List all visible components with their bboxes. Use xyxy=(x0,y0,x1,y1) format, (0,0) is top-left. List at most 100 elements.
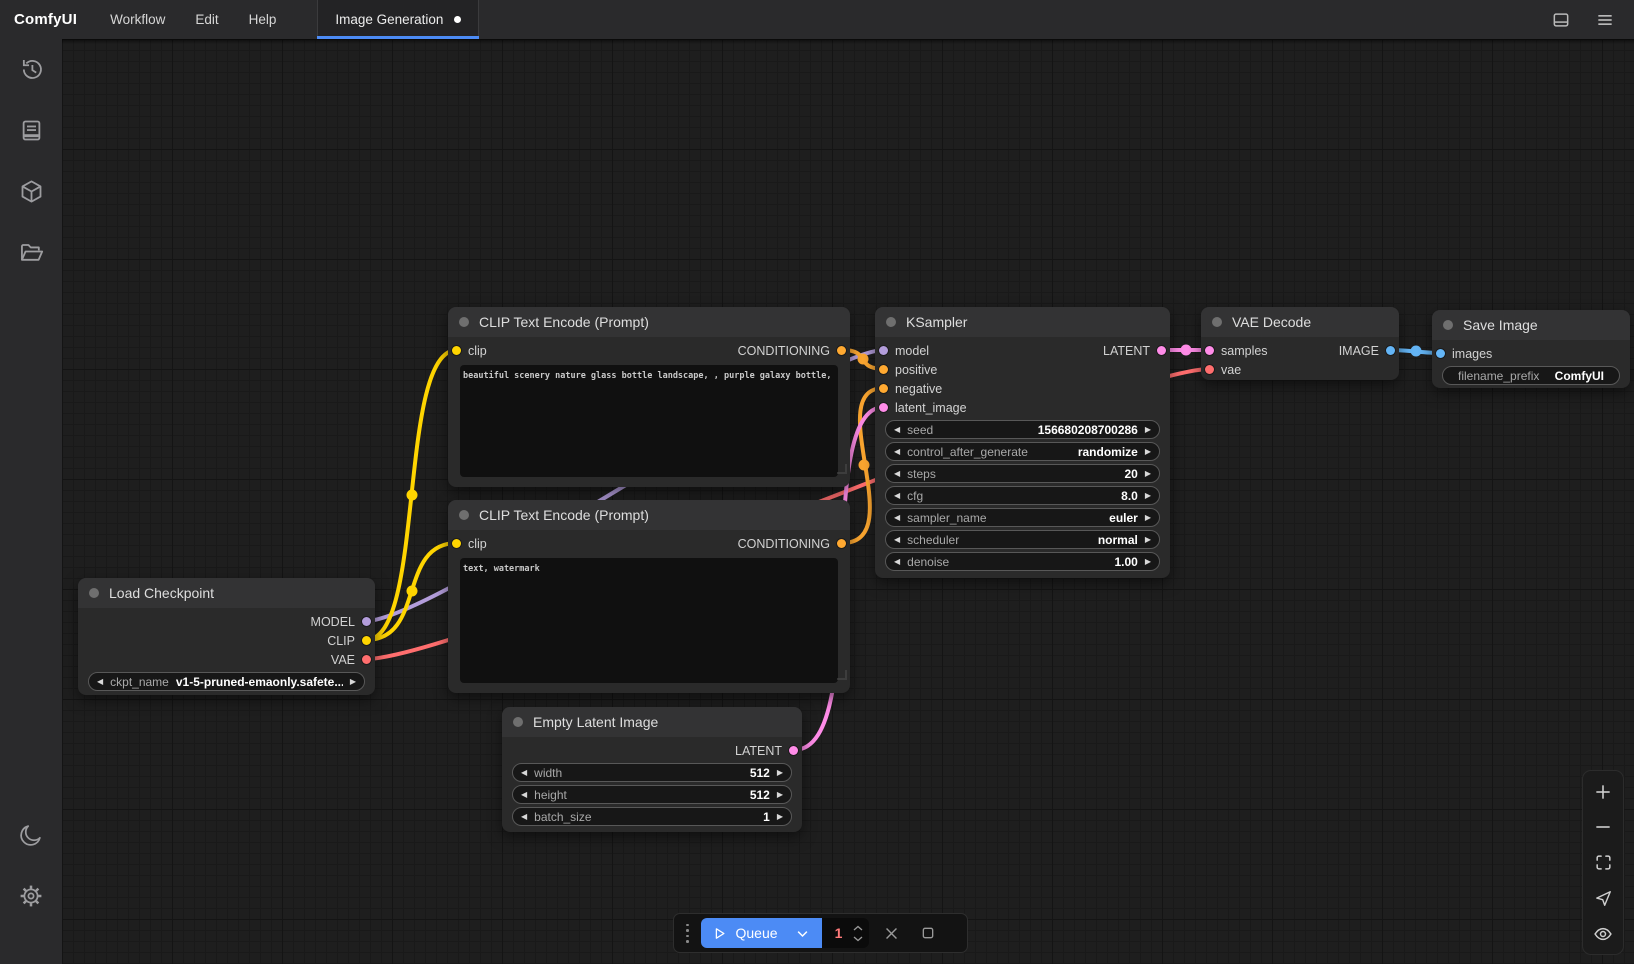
conditioning-output-port[interactable] xyxy=(837,539,846,548)
node-clip-text-encode-positive[interactable]: CLIP Text Encode (Prompt) clip CONDITION… xyxy=(448,307,850,487)
node-title-bar[interactable]: CLIP Text Encode (Prompt) xyxy=(448,500,850,530)
prev-value-arrow-icon[interactable]: ◀ xyxy=(894,512,901,522)
conditioning-output-port[interactable] xyxy=(837,346,846,355)
scheduler-widget[interactable]: ◀ scheduler normal ▶ xyxy=(885,530,1160,549)
stepper-up-icon[interactable] xyxy=(852,924,864,932)
queue-button[interactable]: Queue xyxy=(700,918,822,948)
next-value-arrow-icon[interactable]: ▶ xyxy=(1144,490,1151,500)
next-value-arrow-icon[interactable]: ▶ xyxy=(776,811,783,821)
prev-value-arrow-icon[interactable]: ◀ xyxy=(894,534,901,544)
unsaved-changes-dot-icon[interactable] xyxy=(454,16,462,23)
node-vae-decode[interactable]: VAE Decode samples IMAGE vae xyxy=(1201,307,1399,380)
height-widget[interactable]: ◀ height 512 ▶ xyxy=(512,785,792,804)
bottom-panel-toggle-button[interactable] xyxy=(1544,5,1578,35)
sidebar-item-theme-toggle[interactable] xyxy=(0,807,62,863)
control-after-generate-widget[interactable]: ◀ control_after_generate randomize ▶ xyxy=(885,442,1160,461)
clip-input-port[interactable] xyxy=(452,346,461,355)
collapse-dot-icon[interactable] xyxy=(459,510,469,520)
image-output-port[interactable] xyxy=(1386,346,1395,355)
seed-widget[interactable]: ◀ seed 156680208700286 ▶ xyxy=(885,420,1160,439)
images-input-port[interactable] xyxy=(1436,349,1445,358)
prev-value-arrow-icon[interactable]: ◀ xyxy=(521,811,528,821)
next-value-arrow-icon[interactable]: ▶ xyxy=(349,676,356,686)
next-value-arrow-icon[interactable]: ▶ xyxy=(776,767,783,777)
positive-prompt-textarea[interactable]: beautiful scenery nature glass bottle la… xyxy=(460,365,838,477)
menu-edit[interactable]: Edit xyxy=(195,12,219,27)
collapse-dot-icon[interactable] xyxy=(1443,320,1453,330)
prev-value-arrow-icon[interactable]: ◀ xyxy=(894,468,901,478)
resize-grip[interactable] xyxy=(837,464,847,474)
node-title-bar[interactable]: Empty Latent Image xyxy=(502,707,802,737)
next-value-arrow-icon[interactable]: ▶ xyxy=(1144,534,1151,544)
menu-workflow[interactable]: Workflow xyxy=(110,12,166,27)
width-widget[interactable]: ◀ width 512 ▶ xyxy=(512,763,792,782)
chevron-down-icon[interactable] xyxy=(795,926,810,941)
next-value-arrow-icon[interactable]: ▶ xyxy=(1144,446,1151,456)
next-value-arrow-icon[interactable]: ▶ xyxy=(1144,468,1151,478)
main-menu-button[interactable] xyxy=(1588,5,1622,35)
tab-image-generation[interactable]: Image Generation xyxy=(317,0,480,39)
next-value-arrow-icon[interactable]: ▶ xyxy=(776,789,783,799)
prev-value-arrow-icon[interactable]: ◀ xyxy=(894,556,901,566)
node-title-bar[interactable]: Save Image xyxy=(1432,310,1630,340)
node-empty-latent-image[interactable]: Empty Latent Image LATENT ◀ width 512 ▶ … xyxy=(502,707,802,832)
collapse-dot-icon[interactable] xyxy=(513,717,523,727)
link-midpoint-dots[interactable] xyxy=(406,344,1422,597)
fit-view-button[interactable] xyxy=(1585,848,1621,878)
negative-input-port[interactable] xyxy=(879,384,888,393)
batch-count-input[interactable]: 1 xyxy=(821,918,869,948)
clear-queue-button[interactable] xyxy=(915,920,941,946)
collapse-dot-icon[interactable] xyxy=(89,588,99,598)
latent-output-port[interactable] xyxy=(789,746,798,755)
node-title-bar[interactable]: VAE Decode xyxy=(1201,307,1399,337)
model-output-port[interactable] xyxy=(362,617,371,626)
samples-input-port[interactable] xyxy=(1205,346,1214,355)
node-ksampler[interactable]: KSampler model LATENT positive negative … xyxy=(875,307,1170,578)
filename-prefix-widget[interactable]: filename_prefix ComfyUI xyxy=(1442,366,1620,385)
clip-input-port[interactable] xyxy=(452,539,461,548)
toggle-link-visibility-button[interactable] xyxy=(1585,919,1621,949)
select-mode-button[interactable] xyxy=(1585,883,1621,913)
clip-output-port[interactable] xyxy=(362,636,371,645)
vae-input-port[interactable] xyxy=(1205,365,1214,374)
sidebar-item-workflows[interactable] xyxy=(0,224,62,280)
prev-value-arrow-icon[interactable]: ◀ xyxy=(894,446,901,456)
next-value-arrow-icon[interactable]: ▶ xyxy=(1144,556,1151,566)
node-graph-canvas[interactable]: Load Checkpoint MODEL CLIP VAE ◀ ckpt_na… xyxy=(62,39,1634,964)
cfg-widget[interactable]: ◀ cfg 8.0 ▶ xyxy=(885,486,1160,505)
prev-value-arrow-icon[interactable]: ◀ xyxy=(894,490,901,500)
node-title-bar[interactable]: CLIP Text Encode (Prompt) xyxy=(448,307,850,337)
batch-count-value[interactable]: 1 xyxy=(834,925,843,941)
stepper-down-icon[interactable] xyxy=(852,935,864,943)
batch-size-widget[interactable]: ◀ batch_size 1 ▶ xyxy=(512,807,792,826)
menu-help[interactable]: Help xyxy=(248,12,277,27)
ckpt-name-widget[interactable]: ◀ ckpt_name v1-5-pruned-emaonly.safete..… xyxy=(88,672,365,691)
sidebar-item-queue-history[interactable] xyxy=(0,41,62,97)
prev-value-arrow-icon[interactable]: ◀ xyxy=(521,767,528,777)
drag-handle[interactable] xyxy=(684,923,691,943)
collapse-dot-icon[interactable] xyxy=(459,317,469,327)
node-clip-text-encode-negative[interactable]: CLIP Text Encode (Prompt) clip CONDITION… xyxy=(448,500,850,693)
resize-grip[interactable] xyxy=(837,670,847,680)
zoom-in-button[interactable] xyxy=(1585,777,1621,807)
next-value-arrow-icon[interactable]: ▶ xyxy=(1144,512,1151,522)
node-save-image[interactable]: Save Image images filename_prefix ComfyU… xyxy=(1432,310,1630,388)
prev-value-arrow-icon[interactable]: ◀ xyxy=(97,676,104,686)
sampler-name-widget[interactable]: ◀ sampler_name euler ▶ xyxy=(885,508,1160,527)
prev-value-arrow-icon[interactable]: ◀ xyxy=(521,789,528,799)
zoom-out-button[interactable] xyxy=(1585,812,1621,842)
model-input-port[interactable] xyxy=(879,346,888,355)
negative-prompt-textarea[interactable]: text, watermark xyxy=(460,558,838,683)
node-load-checkpoint[interactable]: Load Checkpoint MODEL CLIP VAE ◀ ckpt_na… xyxy=(78,578,375,695)
collapse-dot-icon[interactable] xyxy=(886,317,896,327)
prev-value-arrow-icon[interactable]: ◀ xyxy=(894,424,901,434)
steps-widget[interactable]: ◀ steps 20 ▶ xyxy=(885,464,1160,483)
collapse-dot-icon[interactable] xyxy=(1212,317,1222,327)
interrupt-button[interactable] xyxy=(879,920,905,946)
node-title-bar[interactable]: KSampler xyxy=(875,307,1170,337)
sidebar-item-model-library[interactable] xyxy=(0,163,62,219)
vae-output-port[interactable] xyxy=(362,655,371,664)
node-title-bar[interactable]: Load Checkpoint xyxy=(78,578,375,608)
denoise-widget[interactable]: ◀ denoise 1.00 ▶ xyxy=(885,552,1160,571)
positive-input-port[interactable] xyxy=(879,365,888,374)
